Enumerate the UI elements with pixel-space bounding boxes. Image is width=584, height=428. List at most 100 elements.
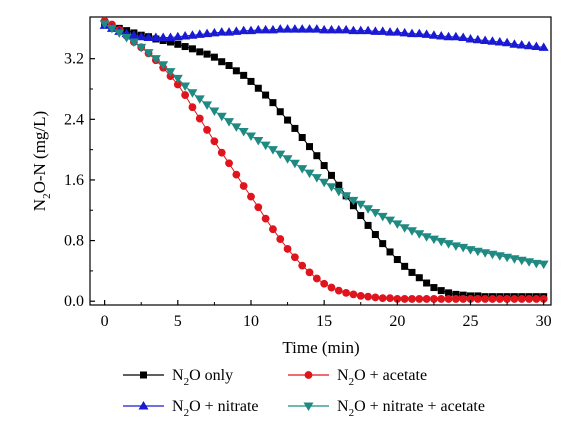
- data-point: [172, 74, 183, 84]
- data-point: [276, 235, 285, 243]
- legend-item: N2O + acetate: [288, 367, 427, 388]
- data-point: [180, 30, 191, 40]
- data-point: [401, 262, 409, 270]
- data-point: [311, 174, 322, 183]
- y-tick-label: 0.8: [64, 233, 84, 250]
- data-point: [203, 126, 211, 134]
- data-point: [408, 295, 416, 303]
- data-point: [494, 252, 505, 261]
- data-point: [392, 27, 403, 36]
- data-point: [225, 159, 233, 168]
- data-point: [291, 124, 299, 132]
- data-point: [275, 24, 286, 33]
- data-point: [406, 227, 417, 236]
- data-point: [443, 31, 454, 41]
- series-layer: [99, 16, 549, 303]
- data-point: [465, 246, 476, 255]
- y-tick-label: 2.4: [64, 111, 84, 128]
- data-point: [326, 183, 337, 192]
- x-tick-label: 30: [536, 313, 552, 330]
- data-point: [327, 171, 335, 179]
- data-point: [217, 148, 226, 157]
- data-point: [136, 43, 147, 53]
- data-point: [261, 214, 270, 223]
- data-point: [247, 77, 255, 85]
- data-point: [174, 40, 182, 48]
- x-tick-label: 10: [243, 313, 259, 330]
- data-point: [173, 80, 182, 89]
- data-point: [136, 31, 147, 41]
- data-point: [282, 155, 293, 164]
- data-point: [481, 295, 490, 303]
- data-point: [480, 249, 491, 258]
- data-point: [232, 170, 241, 179]
- data-point: [304, 169, 315, 179]
- y-tick-label: 1.6: [64, 172, 84, 189]
- data-point: [254, 84, 262, 92]
- data-point: [209, 107, 220, 116]
- data-point: [472, 34, 483, 44]
- data-point: [378, 294, 387, 303]
- data-point: [319, 178, 330, 188]
- x-tick-label: 0: [101, 313, 109, 330]
- data-point: [377, 212, 388, 222]
- data-point: [225, 62, 233, 70]
- x-axis-title: Time (min): [282, 338, 359, 357]
- data-point: [386, 248, 394, 256]
- data-point: [364, 221, 372, 229]
- legend-label: N2O + acetate: [337, 367, 427, 388]
- data-point: [319, 24, 330, 34]
- data-point: [333, 24, 344, 34]
- data-point: [423, 279, 431, 287]
- data-point: [195, 114, 204, 123]
- data-point: [342, 288, 351, 297]
- data-point: [194, 29, 205, 38]
- data-point: [269, 225, 277, 234]
- data-point: [364, 292, 372, 301]
- data-point: [399, 27, 410, 37]
- legend-label: N2O + nitrate: [172, 398, 259, 419]
- data-point: [304, 24, 315, 33]
- data-point: [196, 48, 204, 56]
- data-point: [355, 25, 366, 35]
- data-point: [370, 26, 381, 35]
- data-point: [516, 40, 527, 49]
- data-point: [172, 31, 183, 41]
- data-point: [210, 137, 219, 146]
- data-point: [408, 268, 416, 276]
- data-point: [370, 209, 381, 218]
- data-point: [209, 27, 220, 37]
- data-point: [487, 36, 498, 45]
- data-point: [348, 196, 359, 206]
- data-point: [495, 295, 504, 303]
- data-point: [203, 50, 211, 58]
- data-point: [245, 25, 256, 35]
- data-point: [430, 295, 438, 303]
- axis-titles: Time (min) N2O-N (mg/L): [30, 111, 360, 357]
- data-point: [216, 112, 227, 122]
- data-point: [224, 118, 235, 127]
- data-point: [247, 192, 255, 201]
- data-point: [260, 141, 271, 151]
- data-point: [253, 137, 264, 146]
- y-tick-label: 0.0: [64, 293, 84, 310]
- data-point: [245, 132, 256, 141]
- data-point: [187, 30, 198, 39]
- series-line: [104, 20, 544, 300]
- data-point: [216, 27, 227, 36]
- data-point: [275, 150, 286, 160]
- series-3: [99, 20, 549, 51]
- x-tick-label: 25: [463, 313, 479, 330]
- data-point: [379, 240, 387, 248]
- data-point: [106, 24, 117, 34]
- data-point: [516, 256, 527, 266]
- legend: N2O only N2O + acetate N2O + nitrate N2O + …: [123, 367, 485, 419]
- data-point: [158, 32, 169, 41]
- plot-frame: [89, 16, 552, 306]
- data-point: [333, 187, 344, 197]
- data-point: [165, 68, 176, 77]
- data-point: [458, 32, 469, 41]
- data-point: [430, 284, 438, 292]
- data-point: [400, 295, 409, 303]
- legend-marker: [304, 371, 313, 379]
